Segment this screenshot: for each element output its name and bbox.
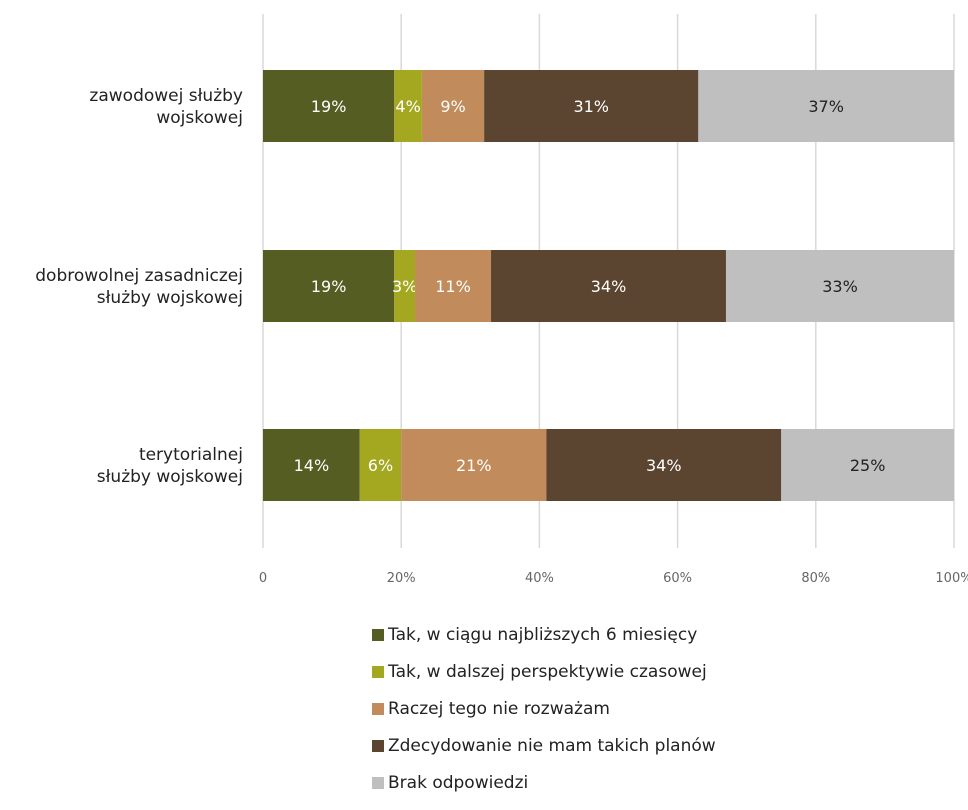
data-label: 34% (646, 456, 682, 475)
bar-segment-tak-w-ciagu-najblizszych-6-miesiecy (263, 70, 395, 142)
bar-segment-brak-odpowiedzi (781, 429, 954, 501)
x-tick-label: 40% (525, 571, 554, 586)
category-label: wojskowej (156, 108, 243, 128)
legend-swatch (372, 666, 384, 678)
x-axis-ticks: 0 20% 40% 60% 80% 100% (259, 571, 968, 586)
legend-item-zdecydowanie-nie-mam-takich-planow: Zdecydowanie nie mam takich planów (372, 729, 932, 766)
category-label: dobrowolnej zasadniczej (35, 266, 243, 286)
legend-label: Tak, w ciągu najbliższych 6 miesięcy (388, 625, 698, 645)
category-label: zawodowej służby (89, 86, 243, 106)
x-tick-label: 60% (663, 571, 692, 586)
data-label: 3% (392, 277, 417, 296)
data-label: 33% (822, 277, 858, 296)
x-tick-label: 80% (801, 571, 830, 586)
bar-segment-tak-w-ciagu-najblizszych-6-miesiecy (263, 429, 360, 501)
legend-item-raczej-tego-nie-rozwazam: Raczej tego nie rozważam (372, 692, 932, 729)
data-label: 11% (435, 277, 471, 296)
data-label: 34% (591, 277, 627, 296)
category-label: służby wojskowej (97, 288, 243, 308)
data-label: 6% (368, 456, 393, 475)
bar-segment-zdecydowanie-nie-mam-takich-planow (546, 429, 782, 501)
legend-item-brak-odpowiedzi: Brak odpowiedzi (372, 766, 932, 803)
data-label: 4% (395, 97, 420, 116)
bar-segment-tak-w-dalszej-perspektywie-czasowej (359, 429, 402, 501)
x-tick-label: 20% (387, 571, 416, 586)
data-label: 25% (850, 456, 886, 475)
data-label: 19% (311, 277, 347, 296)
bar-segment-raczej-tego-nie-rozwazam (421, 70, 485, 142)
category-label: służby wojskowej (97, 467, 243, 487)
bar-segment-tak-w-dalszej-perspektywie-czasowej (394, 250, 416, 322)
data-label: 19% (311, 97, 347, 116)
bar-segment-brak-odpowiedzi (698, 70, 954, 142)
legend-label: Brak odpowiedzi (388, 773, 529, 793)
bar-segment-zdecydowanie-nie-mam-takich-planow (484, 70, 699, 142)
bar-segment-raczej-tego-nie-rozwazam (415, 250, 492, 322)
legend-swatch (372, 740, 384, 752)
bar-segment-tak-w-ciagu-najblizszych-6-miesiecy (263, 250, 395, 322)
legend-item-tak-w-dalszej-perspektywie-czasowej: Tak, w dalszej perspektywie czasowej (372, 655, 932, 692)
legend-label: Tak, w dalszej perspektywie czasowej (388, 662, 707, 682)
bar-segment-tak-w-dalszej-perspektywie-czasowej (394, 70, 422, 142)
legend-swatch (372, 777, 384, 789)
bar-segment-raczej-tego-nie-rozwazam (401, 429, 547, 501)
legend-swatch (372, 629, 384, 641)
legend-label: Zdecydowanie nie mam takich planów (388, 736, 716, 756)
legend-item-tak-w-ciagu-najblizszych-6-miesiecy: Tak, w ciągu najbliższych 6 miesięcy (372, 618, 932, 655)
data-label: 31% (573, 97, 609, 116)
category-label: terytorialnej (139, 445, 243, 465)
bar-segment-zdecydowanie-nie-mam-takich-planow (491, 250, 726, 322)
x-tick-label: 0 (259, 571, 267, 586)
data-label: 9% (440, 97, 465, 116)
bar-segment-brak-odpowiedzi (725, 250, 954, 322)
data-label: 14% (294, 456, 330, 475)
stacked-bar-chart: 19% 4% 9% 31% 37% 19% 3% 11% 34% 33% 14% 6% 21% 34% 25… (35, 14, 968, 586)
legend-swatch (372, 703, 384, 715)
bars: 19% 4% 9% 31% 37% 19% 3% 11% 34% 33% 14% 6% 21% 34% 25… (263, 70, 954, 501)
x-tick-label: 100% (935, 571, 968, 586)
data-label: 37% (808, 97, 844, 116)
data-label: 21% (456, 456, 492, 475)
legend-label: Raczej tego nie rozważam (388, 699, 610, 719)
legend: Tak, w ciągu najbliższych 6 miesięcy Tak,… (372, 618, 932, 803)
